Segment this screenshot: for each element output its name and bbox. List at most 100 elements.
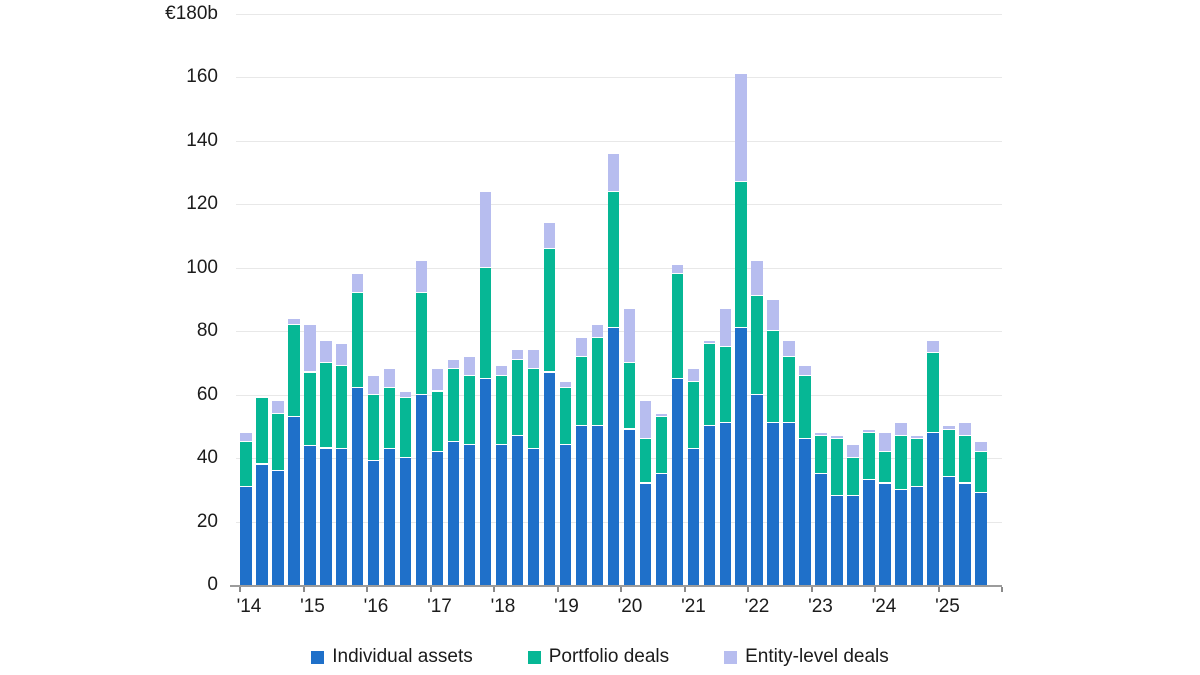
bar-22-q3-entity-level-deals [783,340,795,357]
y-axis-label-120: 120 [186,193,218,215]
bar-24-q4-portfolio-deals [927,353,939,433]
bar-14-q4-entity-level-deals [288,318,300,325]
bar-18-q2-entity-level-deals [511,350,524,360]
bar-16-q2-entity-level-deals [383,369,396,389]
bar-19-q4-portfolio-deals [607,191,620,328]
bar-24-q4-individual-assets [927,432,939,585]
bar-22-q3-individual-assets [783,423,795,585]
bar-20-q2-individual-assets [639,483,651,585]
x-axis-label-20: '20 [617,596,643,617]
bar-22-q1-entity-level-deals [751,261,763,297]
x-axis-label-15: '15 [300,596,325,617]
bar-17-q4-entity-level-deals [479,191,492,268]
x-axis-label-23: '23 [808,596,833,617]
bar-16-q3-portfolio-deals [399,397,412,459]
bar-15-q4-portfolio-deals [351,293,364,389]
bar-17-q1-portfolio-deals [431,391,444,452]
y-axis-label-140: 140 [186,129,218,151]
bar-14-q3-individual-assets [272,470,284,585]
bar-21-q1-individual-assets [687,448,699,585]
bar-17-q1-individual-assets [431,451,444,585]
bar-22-q4-portfolio-deals [799,375,811,439]
legend-item-entity-level-deals: Entity-level deals [724,646,889,668]
bar-23-q4-entity-level-deals [863,429,875,433]
gridline-140 [236,140,1002,142]
bar-20-q4-portfolio-deals [671,274,683,379]
bar-14-q2-portfolio-deals [256,397,268,465]
bar-19-q1-portfolio-deals [559,388,572,446]
y-axis-label-20: 20 [196,510,218,532]
bar-22-q2-entity-level-deals [767,299,779,332]
x-axis-label-25: '25 [935,596,960,617]
bar-20-q1-individual-assets [623,429,636,585]
bar-16-q4-portfolio-deals [415,293,428,395]
x-axis-label-17: '17 [427,596,452,617]
bar-18-q4-entity-level-deals [543,223,556,249]
bar-18-q2-individual-assets [511,435,524,585]
bar-17-q3-portfolio-deals [463,375,476,446]
legend-label-individual-assets: Individual assets [332,646,473,667]
bar-18-q4-portfolio-deals [543,248,556,373]
bar-19-q2-individual-assets [575,426,588,585]
bar-19-q3-portfolio-deals [591,337,604,427]
bar-24-q2-portfolio-deals [895,435,907,490]
bar-25-q3-portfolio-deals [975,451,987,493]
x-axis-tick-4 [493,587,495,592]
bar-18-q3-portfolio-deals [527,369,540,449]
bar-24-q2-individual-assets [895,489,907,585]
bar-21-q1-entity-level-deals [687,369,699,382]
y-axis-label-180: €180b [165,3,218,24]
bar-15-q3-individual-assets [335,448,348,585]
bar-21-q4-entity-level-deals [735,74,747,183]
bar-19-q1-entity-level-deals [559,382,572,389]
bar-14-q4-individual-assets [288,416,300,585]
x-axis-label-14: '14 [236,596,262,617]
bar-24-q1-individual-assets [879,483,891,585]
bar-16-q1-entity-level-deals [367,375,380,395]
bar-22-q1-individual-assets [751,394,763,585]
bar-22-q2-portfolio-deals [767,331,779,424]
bar-15-q2-entity-level-deals [320,340,332,363]
x-axis-label-16: '16 [363,596,389,617]
bar-19-q4-individual-assets [607,328,620,585]
bar-24-q3-individual-assets [911,486,923,585]
bar-24-q2-entity-level-deals [895,423,907,436]
bar-18-q1-portfolio-deals [495,375,508,446]
bar-19-q3-entity-level-deals [591,324,604,338]
gridline-180 [236,14,1002,15]
bar-22-q3-portfolio-deals [783,356,795,424]
bar-15-q1-portfolio-deals [304,372,316,446]
y-axis-label-40: 40 [196,447,218,469]
bar-22-q4-individual-assets [799,439,811,585]
bar-17-q3-individual-assets [463,445,476,585]
bar-19-q4-entity-level-deals [607,153,620,192]
bar-23-q2-entity-level-deals [831,435,843,440]
x-axis-label-21: '21 [681,596,706,617]
bar-15-q3-entity-level-deals [335,343,348,367]
x-axis-label-22: '22 [744,596,770,617]
bar-15-q2-portfolio-deals [320,362,332,449]
bar-20-q2-portfolio-deals [639,439,651,484]
bar-19-q3-individual-assets [591,426,604,585]
bar-15-q2-individual-assets [320,448,332,585]
x-axis-tick-10 [874,587,876,592]
bar-20-q4-individual-assets [671,378,683,585]
x-axis-label-18: '18 [490,596,516,617]
y-axis-label-100: 100 [186,256,218,278]
bar-25-q2-individual-assets [959,483,971,585]
bar-18-q2-portfolio-deals [511,359,524,436]
bar-23-q3-portfolio-deals [847,458,859,497]
bar-19-q1-individual-assets [559,445,572,585]
bar-19-q2-portfolio-deals [575,356,588,427]
gridline-160 [236,77,1002,79]
bar-24-q4-entity-level-deals [927,340,939,354]
bar-23-q4-portfolio-deals [863,432,875,481]
bar-25-q3-entity-level-deals [975,442,987,452]
bar-23-q2-portfolio-deals [831,439,843,497]
x-axis-label-19: '19 [554,596,579,617]
x-axis-tick-7 [683,587,686,592]
x-axis-line [230,585,1002,587]
x-axis-label-24: '24 [871,596,897,617]
bar-18-q3-individual-assets [527,448,540,585]
